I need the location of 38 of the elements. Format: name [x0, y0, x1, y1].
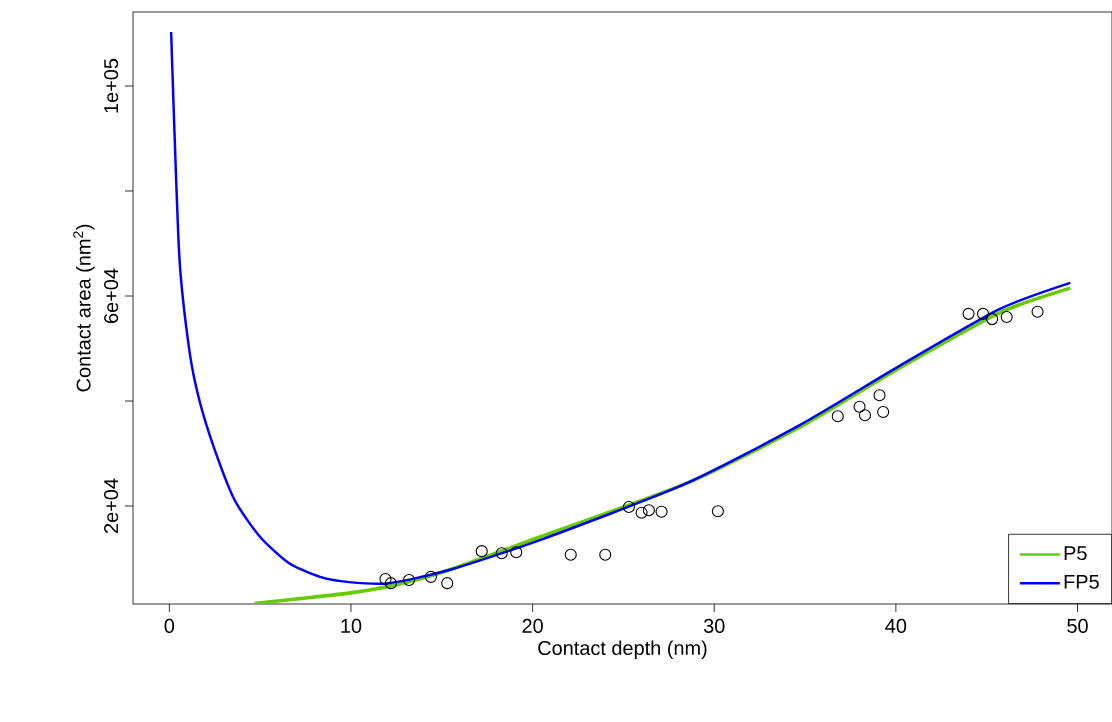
legend-label: P5 [1064, 546, 1087, 561]
point [858, 409, 872, 422]
y-tick-label: 2e+04 [104, 478, 119, 533]
point [441, 577, 454, 590]
point [873, 389, 886, 402]
x-tick-label: 10 [341, 618, 362, 633]
point [495, 547, 508, 560]
y-tick-label: 6e+04 [104, 268, 119, 323]
y-axis-title: Contact area (nm$^{2}$) [73, 224, 95, 392]
x-tick-label: 30 [703, 618, 725, 633]
x-tick-label: 20 [522, 618, 543, 633]
x-tick-label: 50 [1067, 618, 1088, 633]
point [622, 501, 635, 514]
point [475, 545, 488, 558]
point [510, 546, 523, 559]
point [384, 577, 397, 590]
point [599, 548, 612, 561]
point [962, 307, 975, 320]
point [853, 400, 866, 413]
point [831, 410, 844, 423]
point [379, 572, 392, 586]
point [877, 405, 890, 419]
point [403, 573, 416, 587]
point [1000, 310, 1013, 324]
point [564, 548, 577, 561]
legend-label: FP5 [1064, 574, 1099, 589]
point [424, 570, 437, 583]
x-tick-label: 40 [885, 618, 907, 633]
point [655, 505, 668, 518]
point [711, 505, 724, 518]
point [635, 506, 648, 519]
point [642, 504, 655, 517]
x-axis-title: Contact depth (nm) [538, 640, 707, 660]
point [1031, 305, 1044, 318]
point [986, 313, 999, 326]
x-tick-label: 0 [164, 618, 175, 633]
y-tick-label: 1e+05 [104, 58, 119, 113]
point [977, 307, 990, 320]
